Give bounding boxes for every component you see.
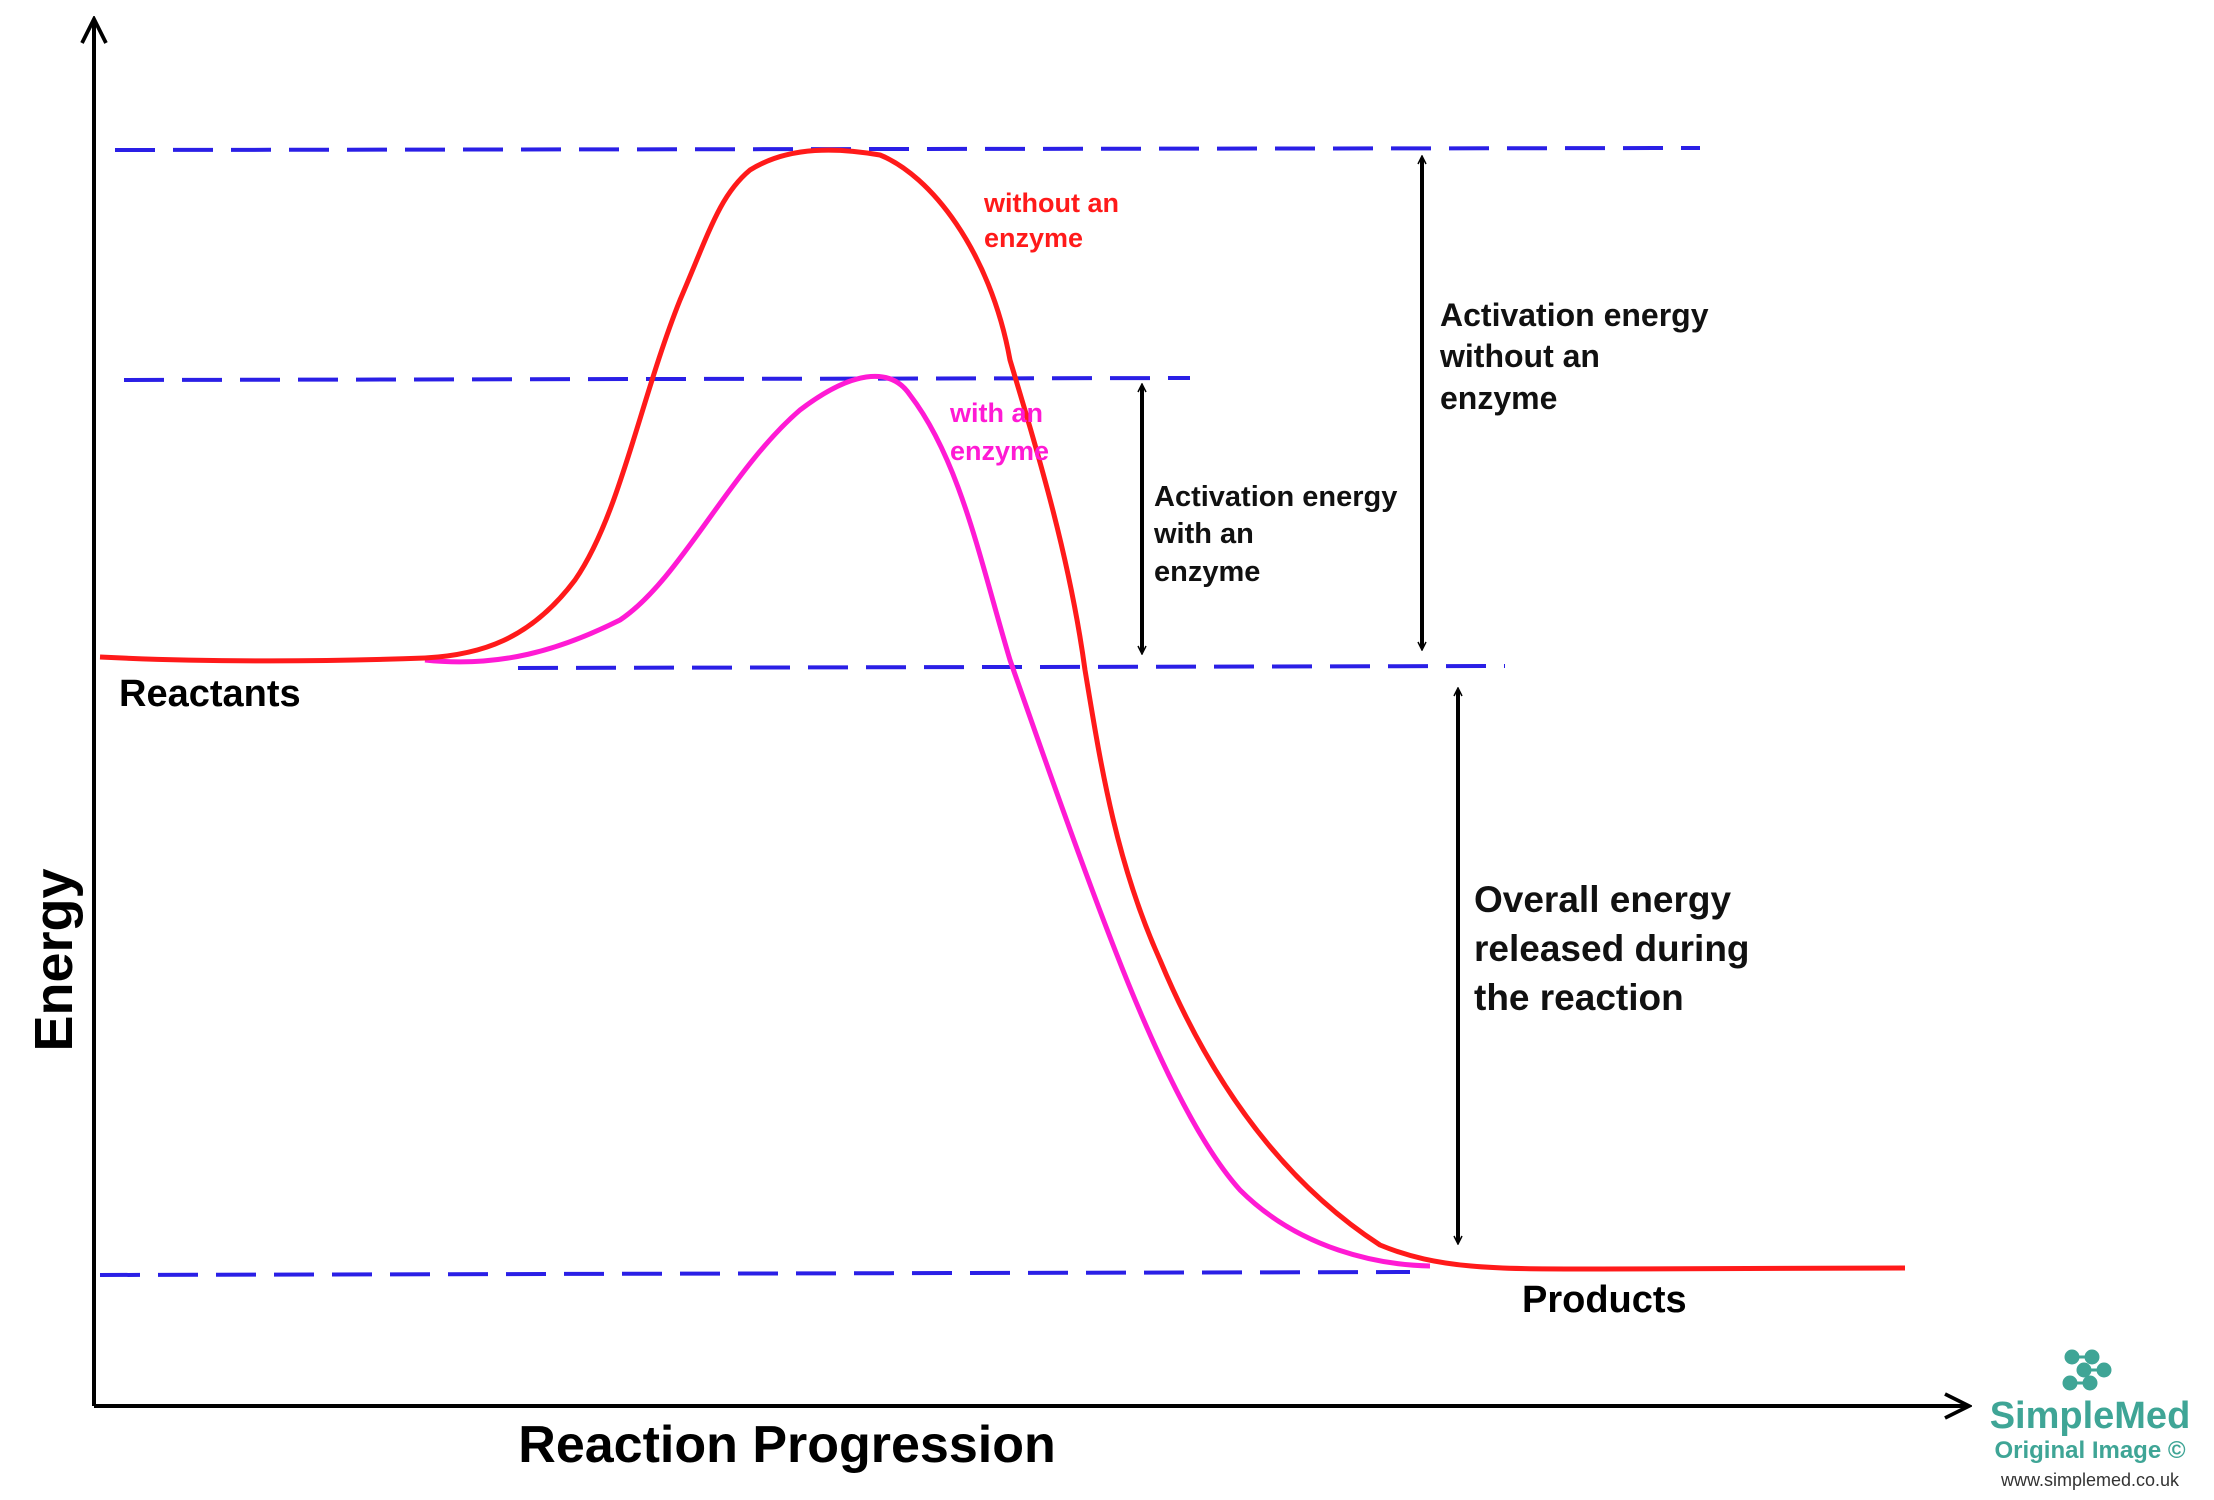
peak-with-enzyme-dashed-line xyxy=(123,376,1191,382)
with-enzyme-line1: with an xyxy=(949,398,1043,428)
products-dashed-line xyxy=(99,1270,1411,1277)
reactants-label: Reactants xyxy=(119,673,301,715)
without-enzyme-line2: enzyme xyxy=(984,223,1083,253)
ae-without-line3: enzyme xyxy=(1440,380,1557,416)
with-enzyme-curve-label: with an enzyme xyxy=(949,398,1051,466)
overall-line1: Overall energy xyxy=(1474,879,1732,920)
molecule-icon xyxy=(2062,1349,2112,1391)
without-enzyme-line1: without an xyxy=(983,188,1119,218)
simplemed-caption: Original Image © xyxy=(1994,1437,2185,1464)
overall-energy-label: Overall energy released during the react… xyxy=(1474,879,1760,1018)
ae-with-line1: Activation energy xyxy=(1154,481,1397,513)
simplemed-brand: SimpleMed xyxy=(1990,1395,2191,1437)
overall-line2: released during xyxy=(1474,928,1750,969)
ae-without-line2: without an xyxy=(1439,338,1600,374)
x-axis-label: Reaction Progression xyxy=(518,1416,1055,1474)
ae-without-line1: Activation energy xyxy=(1440,297,1709,333)
y-axis-label: Energy xyxy=(24,868,84,1051)
products-label: Products xyxy=(1522,1279,1687,1321)
ae-without-enzyme-label: Activation energy without an enzyme xyxy=(1439,297,1717,416)
without-enzyme-curve-label: without an enzyme xyxy=(983,188,1127,253)
simplemed-logo: SimpleMed Original Image © www.simplemed… xyxy=(1990,1349,2191,1490)
ae-with-enzyme-label: Activation energy with an enzyme xyxy=(1153,481,1405,588)
ae-with-line2: with an xyxy=(1153,518,1254,550)
peak-without-enzyme-dashed-line xyxy=(114,146,1701,152)
overall-line3: the reaction xyxy=(1474,977,1684,1018)
with-enzyme-line2: enzyme xyxy=(950,436,1049,466)
simplemed-url: www.simplemed.co.uk xyxy=(2000,1470,2180,1490)
curve-with-enzyme xyxy=(424,373,1431,1269)
ae-with-line3: enzyme xyxy=(1154,556,1260,588)
curve-without-enzyme xyxy=(99,147,1906,1272)
